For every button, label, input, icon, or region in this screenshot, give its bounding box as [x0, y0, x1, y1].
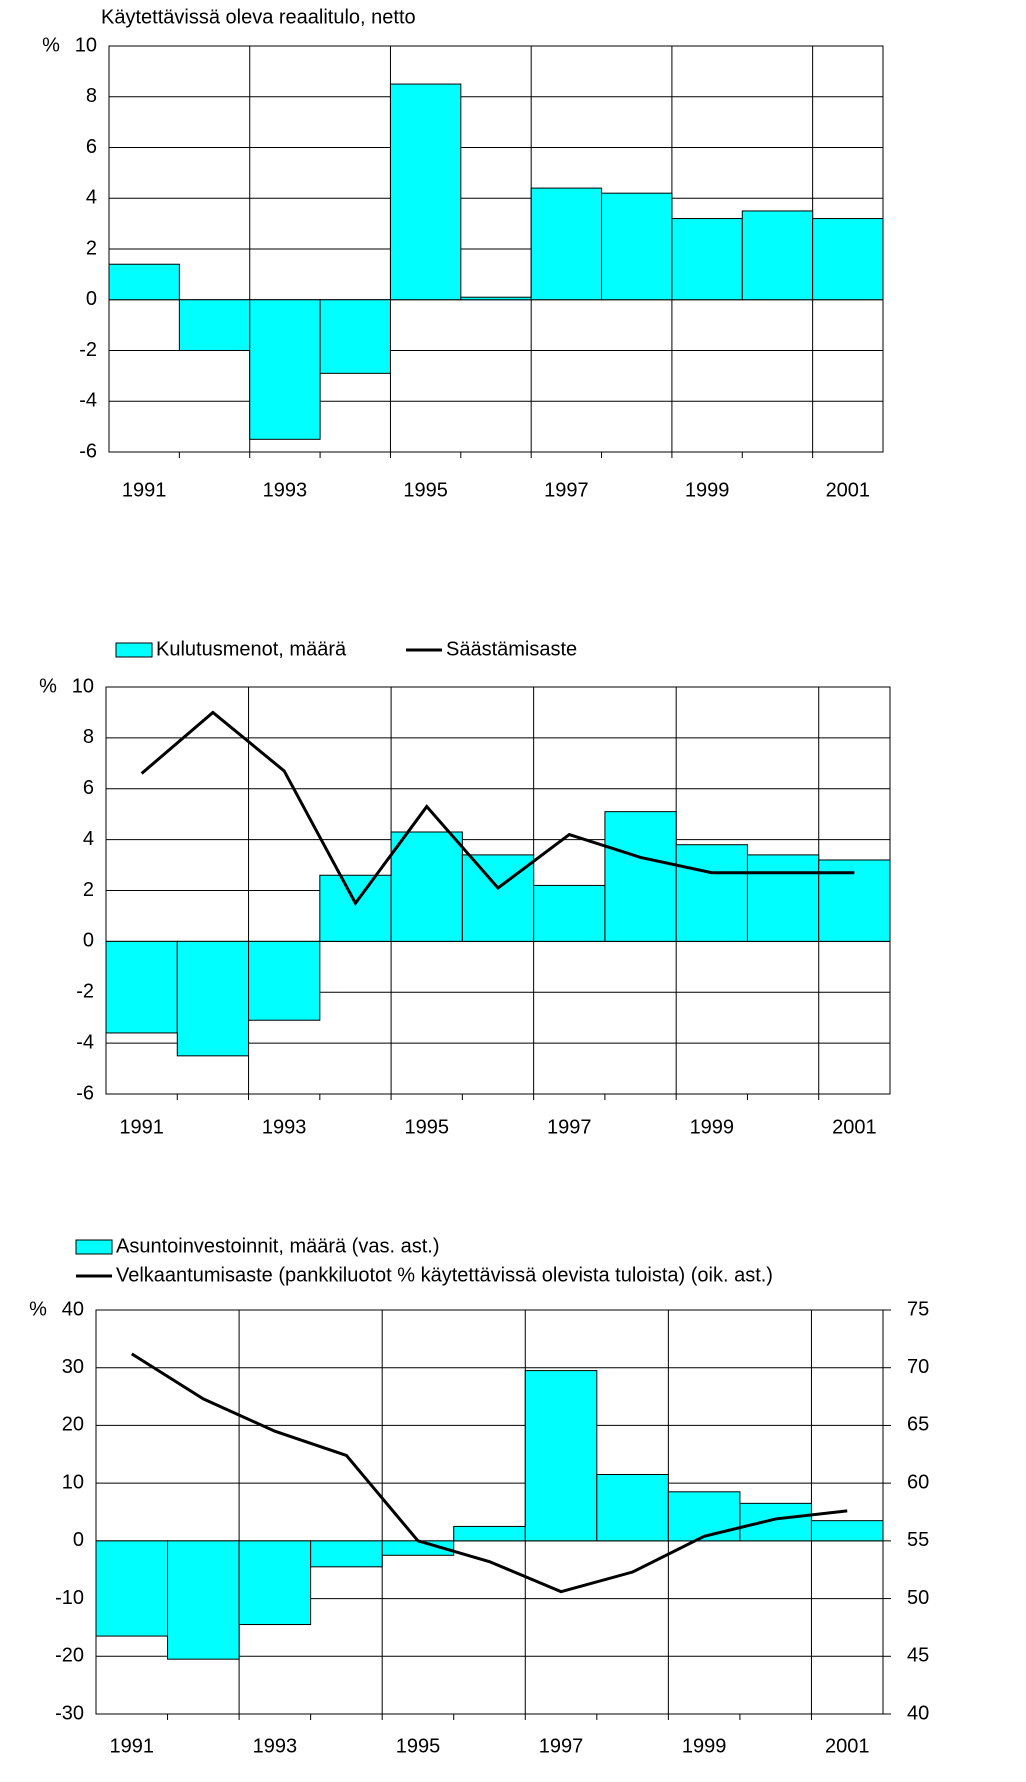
y-tick-label: 0: [83, 930, 94, 952]
x-tick-label: 1999: [685, 479, 730, 501]
y2-tick-label: 55: [907, 1529, 929, 1551]
y-tick-label: 0: [86, 288, 97, 310]
y-tick-label: 10: [62, 1471, 84, 1493]
bar: [812, 218, 884, 301]
chart-title: Käytettävissä oleva reaalitulo, netto: [101, 6, 416, 28]
y-tick-label: -2: [76, 981, 94, 1003]
legend-swatch: [75, 1239, 113, 1255]
bar: [524, 1370, 598, 1542]
y-tick-label: -30: [55, 1702, 84, 1724]
bar: [249, 299, 321, 440]
y-tick-label: 20: [62, 1414, 84, 1436]
x-tick-label: 1993: [253, 1735, 298, 1757]
y2-tick-label: 75: [907, 1298, 929, 1320]
x-tick-label: 1991: [110, 1735, 155, 1757]
x-tick-label: 1995: [404, 1116, 449, 1138]
x-tick-label: 1997: [547, 1116, 592, 1138]
bar: [601, 192, 673, 301]
x-tick-label: 1995: [403, 479, 448, 501]
x-tick-label: 2001: [832, 1116, 877, 1138]
bar: [604, 811, 677, 942]
x-tick-label: 1995: [396, 1735, 441, 1757]
bar: [453, 1525, 526, 1542]
line: [140, 710, 855, 907]
bar: [248, 940, 321, 1021]
y-tick-label: 40: [62, 1298, 84, 1320]
bar: [389, 83, 462, 301]
x-tick-label: 2001: [826, 479, 871, 501]
y-tick-label: 8: [83, 726, 94, 748]
x-tick-label: 1993: [263, 479, 308, 501]
bar: [167, 1540, 240, 1660]
x-tick-label: 2001: [825, 1735, 870, 1757]
bar: [390, 831, 463, 942]
bar: [671, 218, 743, 301]
bar: [675, 844, 748, 942]
y-tick-label: -4: [76, 1031, 94, 1053]
bar: [746, 854, 820, 942]
y2-tick-label: 60: [907, 1471, 929, 1493]
y-unit: %: [39, 675, 57, 697]
line: [130, 1352, 848, 1594]
bar: [105, 940, 178, 1034]
x-tick-label: 1997: [539, 1735, 584, 1757]
legend-label: Velkaantumisaste (pankkiluotot % käytett…: [116, 1264, 773, 1286]
bar: [108, 263, 180, 301]
y2-tick-label: 50: [907, 1587, 929, 1609]
bar: [238, 1540, 312, 1626]
y-unit: %: [29, 1298, 47, 1320]
y2-tick-label: 40: [907, 1702, 929, 1724]
bar: [95, 1540, 169, 1637]
legend-label: Säästämisaste: [446, 638, 577, 660]
y-tick-label: -20: [55, 1645, 84, 1667]
y-tick-label: -6: [76, 1082, 94, 1104]
y-tick-label: 2: [83, 879, 94, 901]
x-tick-label: 1999: [690, 1116, 735, 1138]
y-tick-label: 10: [75, 34, 97, 56]
plot-frame: [95, 1309, 884, 1715]
y-tick-label: 4: [83, 828, 94, 850]
x-tick-label: 1999: [682, 1735, 727, 1757]
bar: [530, 187, 603, 301]
bar: [460, 296, 532, 301]
y2-tick-label: 65: [907, 1414, 929, 1436]
y-unit: %: [42, 34, 60, 56]
y-tick-label: 6: [86, 136, 97, 158]
y-tick-label: 8: [86, 85, 97, 107]
bar: [533, 884, 606, 942]
bar: [178, 299, 251, 351]
y-tick-label: 30: [62, 1356, 84, 1378]
bar: [810, 1520, 884, 1542]
x-tick-label: 1991: [119, 1116, 164, 1138]
y-tick-label: -4: [79, 390, 97, 412]
y2-tick-label: 45: [907, 1645, 929, 1667]
bar: [741, 210, 814, 301]
y-tick-label: 0: [73, 1529, 84, 1551]
y-tick-label: 2: [86, 237, 97, 259]
bar: [319, 874, 392, 942]
legend-label: Kulutusmenot, määrä: [156, 638, 347, 660]
y2-tick-label: 70: [907, 1356, 929, 1378]
bar: [667, 1491, 741, 1542]
y-tick-label: -10: [55, 1587, 84, 1609]
legend-label: Asuntoinvestoinnit, määrä (vas. ast.): [116, 1235, 439, 1257]
legend-swatch: [115, 642, 153, 658]
y-tick-label: 10: [72, 675, 94, 697]
y-tick-label: 4: [86, 187, 97, 209]
y-tick-label: 6: [83, 777, 94, 799]
bar: [310, 1540, 383, 1568]
y-tick-label: -6: [79, 440, 97, 462]
x-tick-label: 1991: [122, 479, 167, 501]
bar: [319, 299, 391, 374]
y-tick-label: -2: [79, 339, 97, 361]
bar: [739, 1502, 812, 1542]
x-tick-label: 1993: [262, 1116, 307, 1138]
bar: [176, 940, 250, 1057]
bar: [596, 1473, 669, 1542]
x-tick-label: 1997: [544, 479, 589, 501]
